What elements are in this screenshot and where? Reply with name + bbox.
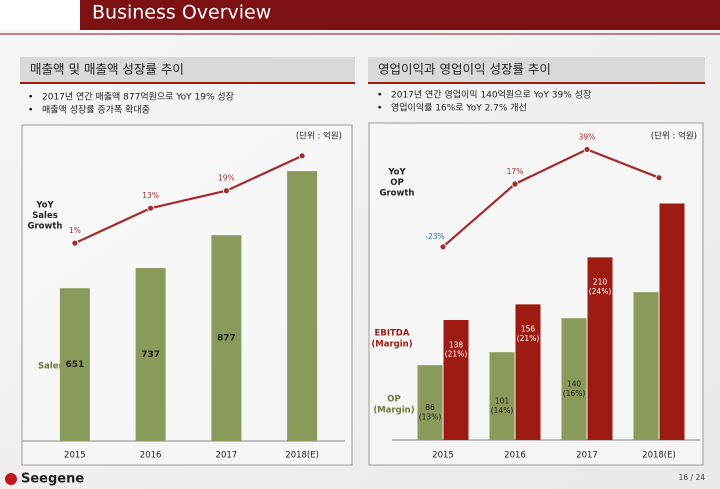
x-tick-label: 2016 bbox=[140, 451, 162, 461]
unit-note: (단위 : 억원) bbox=[651, 131, 697, 142]
line-marker bbox=[583, 146, 591, 153]
value-label: 86 (13%) bbox=[419, 403, 442, 421]
series-label: YoY OP Growth bbox=[380, 167, 415, 198]
x-tick-label: 2017 bbox=[576, 451, 598, 461]
bullet: 영업이익률 16%로 YoY 2.7% 개선 bbox=[391, 102, 527, 114]
bullet: 매출액 성장률 증가폭 확대중 bbox=[42, 104, 150, 116]
bar bbox=[287, 171, 318, 441]
bullet-dot: • bbox=[377, 104, 382, 114]
x-tick-label: 2017 bbox=[216, 451, 238, 461]
series-label: Sales bbox=[38, 362, 64, 372]
bar bbox=[417, 365, 443, 440]
bullet: 2017년 연간 매출액 877억원으로 YoY 19% 성장 bbox=[42, 91, 234, 103]
line-marker bbox=[147, 204, 155, 212]
value-label: 19% bbox=[218, 174, 235, 183]
series-label: YoY Sales Growth bbox=[28, 200, 63, 231]
bullet: 2017년 연간 영업이익 140억원으로 YoY 39% 성장 bbox=[391, 89, 591, 101]
bar bbox=[515, 304, 541, 440]
slide-title: Business Overview bbox=[92, 2, 271, 24]
growth-line bbox=[442, 148, 660, 248]
bar bbox=[633, 292, 659, 440]
x-tick-label: 2015 bbox=[64, 451, 86, 461]
bar bbox=[135, 268, 166, 441]
panel-heading: 매출액 및 매출액 성장률 추이 bbox=[30, 62, 184, 77]
bar bbox=[211, 235, 242, 441]
panel-heading: 영업이익과 영업이익 성장률 추이 bbox=[378, 62, 551, 77]
value-label: 156 (21%) bbox=[517, 325, 540, 343]
line-marker bbox=[439, 243, 447, 251]
value-label: 140 (16%) bbox=[563, 379, 586, 397]
value-label: 13% bbox=[142, 191, 159, 200]
value-label: -23% bbox=[425, 232, 444, 241]
bar bbox=[561, 318, 587, 440]
growth-line bbox=[74, 154, 303, 245]
value-label: 210 (24%) bbox=[589, 278, 612, 296]
logo-mark bbox=[5, 473, 17, 485]
bullet-dot: • bbox=[28, 93, 33, 103]
page-number: 16 / 24 bbox=[679, 473, 706, 482]
panel-heading-bg bbox=[20, 57, 355, 83]
brand: Seegene bbox=[21, 472, 84, 487]
value-label: 737 bbox=[141, 350, 160, 360]
bullet-dot: • bbox=[377, 91, 382, 101]
line-marker bbox=[298, 152, 306, 160]
series-label: OP (Margin) bbox=[373, 394, 414, 415]
value-label: 651 bbox=[65, 360, 84, 370]
x-tick-label: 2018(E) bbox=[642, 451, 676, 461]
value-label: 138 (21%) bbox=[445, 340, 468, 358]
header-bar bbox=[80, 0, 720, 30]
panel-heading-bg bbox=[368, 57, 705, 83]
value-label: 101 (14%) bbox=[491, 396, 514, 414]
bar bbox=[587, 257, 613, 440]
header-left bbox=[0, 0, 80, 30]
value-label: 17% bbox=[507, 167, 524, 176]
line-marker bbox=[222, 187, 230, 195]
line-marker bbox=[511, 180, 519, 188]
bullet-dot: • bbox=[28, 106, 33, 116]
value-label: 1% bbox=[69, 226, 81, 235]
x-tick-label: 2016 bbox=[504, 451, 526, 461]
bar bbox=[443, 320, 469, 440]
x-tick-label: 2018(E) bbox=[285, 451, 319, 461]
bar bbox=[59, 288, 90, 441]
line-marker bbox=[71, 239, 79, 247]
unit-note: (단위 : 억원) bbox=[296, 131, 342, 142]
bar bbox=[489, 352, 515, 440]
value-label: 877 bbox=[217, 334, 236, 344]
line-marker bbox=[655, 174, 663, 182]
series-label: EBITDA (Margin) bbox=[371, 328, 412, 349]
x-tick-label: 2015 bbox=[432, 451, 454, 461]
value-label: 39% bbox=[579, 132, 596, 141]
bar bbox=[659, 203, 685, 440]
